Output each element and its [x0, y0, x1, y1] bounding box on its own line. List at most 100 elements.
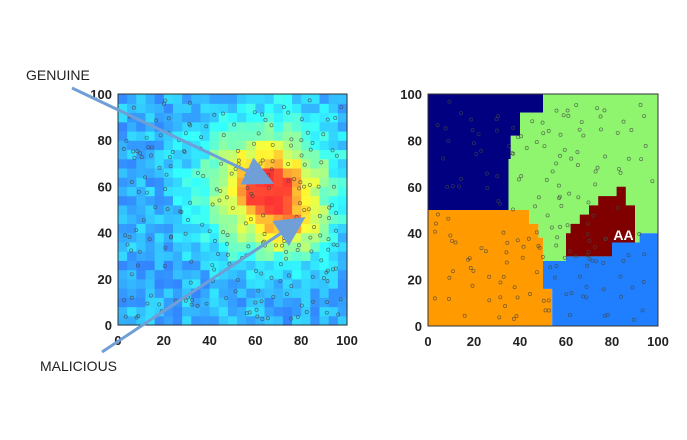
sample-point: [466, 257, 471, 262]
sample-point: [330, 148, 335, 153]
sample-point: [335, 243, 340, 248]
heatmap-cell: [237, 130, 247, 141]
sample-point: [217, 198, 222, 203]
heatmap-cell: [273, 121, 284, 132]
sample-point: [187, 100, 192, 105]
heatmap-cell: [246, 214, 256, 224]
heatmap-cell: [328, 186, 339, 197]
heatmap-cell: [118, 140, 128, 151]
heatmap-cell: [191, 306, 202, 317]
heatmap-cell: [154, 167, 165, 178]
heatmap-cell: [246, 269, 256, 280]
sample-point: [581, 294, 586, 299]
heatmap-cell: [127, 306, 137, 317]
sample-point: [307, 98, 312, 103]
heatmap-cell: [200, 306, 211, 317]
sample-point: [284, 256, 288, 261]
heatmap-cell: [255, 112, 266, 123]
heatmap-cell: [282, 130, 293, 141]
left-heatmap-frame: [117, 93, 348, 326]
sample-point: [295, 248, 300, 252]
heatmap-cell: [209, 130, 220, 141]
heatmap-cell: [255, 103, 266, 114]
sample-point: [549, 225, 554, 230]
sample-point: [468, 265, 473, 270]
heatmap-cell: [237, 223, 247, 234]
sample-point: [270, 142, 275, 147]
sample-point: [309, 249, 314, 254]
heatmap-cell: [163, 223, 174, 234]
sample-point: [226, 252, 230, 257]
heatmap-cell: [218, 260, 229, 271]
sample-point: [122, 298, 126, 303]
heatmap-cell: [237, 260, 247, 271]
heatmap-cell: [227, 103, 238, 114]
sample-point: [569, 156, 574, 161]
sample-point: [260, 317, 265, 321]
heatmap-cell: [218, 204, 229, 215]
sample-point: [129, 180, 134, 185]
heatmap-cell: [237, 232, 247, 243]
sample-point: [470, 128, 475, 133]
sample-point: [225, 241, 229, 246]
heatmap-cell: [310, 140, 321, 151]
heatmap-cell: [136, 121, 147, 132]
heatmap-cell: [282, 278, 293, 289]
sample-point: [553, 275, 557, 280]
sample-point: [189, 302, 194, 307]
heatmap-cell: [273, 278, 284, 289]
heatmap-cell: [310, 260, 321, 271]
heatmap-cell: [246, 297, 256, 308]
sample-point: [129, 295, 134, 300]
heatmap-cell: [282, 158, 293, 169]
heatmap-cell: [154, 223, 165, 234]
heatmap-cell: [255, 306, 266, 317]
sample-point: [304, 309, 309, 314]
heatmap-cell: [301, 278, 311, 289]
heatmap-cell: [218, 167, 229, 178]
sample-point: [534, 230, 539, 235]
heatmap-cell: [182, 121, 192, 132]
heatmap-cell: [118, 195, 128, 206]
sample-point: [266, 185, 271, 190]
heatmap-cell: [227, 149, 238, 160]
sample-point: [501, 230, 506, 235]
sample-point: [547, 308, 551, 313]
sample-point: [145, 190, 149, 195]
heatmap-cell: [191, 158, 202, 169]
sample-point: [616, 166, 621, 171]
heatmap-cell: [337, 306, 348, 317]
sample-point: [166, 116, 171, 121]
sample-point: [190, 297, 195, 302]
heatmap-cell: [255, 130, 266, 141]
heatmap-cell: [182, 223, 192, 234]
heatmap-cell: [246, 140, 256, 151]
heatmap-cell: [182, 149, 192, 160]
heatmap-cell: [127, 149, 137, 160]
sample-point: [325, 117, 330, 122]
sample-point: [318, 233, 323, 238]
heatmap-cell: [319, 269, 330, 280]
heatmap-cell: [319, 297, 330, 308]
heatmap-cell: [118, 112, 128, 123]
sample-point: [585, 253, 590, 258]
heatmap-cell: [319, 214, 330, 224]
heatmap-cell: [246, 315, 256, 326]
heatmap-cell: [273, 177, 284, 187]
heatmap-cell: [246, 186, 256, 197]
heatmap-cell: [337, 204, 348, 215]
heatmap-cell: [191, 149, 202, 160]
sample-point: [308, 235, 313, 240]
sample-point: [637, 232, 642, 236]
sample-point: [127, 235, 132, 239]
heatmap-cell: [227, 130, 238, 141]
heatmap-cell: [145, 269, 156, 280]
sample-point: [182, 148, 187, 153]
heatmap-cell: [163, 204, 174, 215]
heatmap-cell: [301, 140, 311, 151]
sample-point: [446, 296, 451, 301]
sample-point: [299, 138, 304, 143]
sample-point: [584, 284, 589, 289]
sample-point: [297, 186, 302, 191]
x-tick-label: 40: [513, 334, 527, 349]
